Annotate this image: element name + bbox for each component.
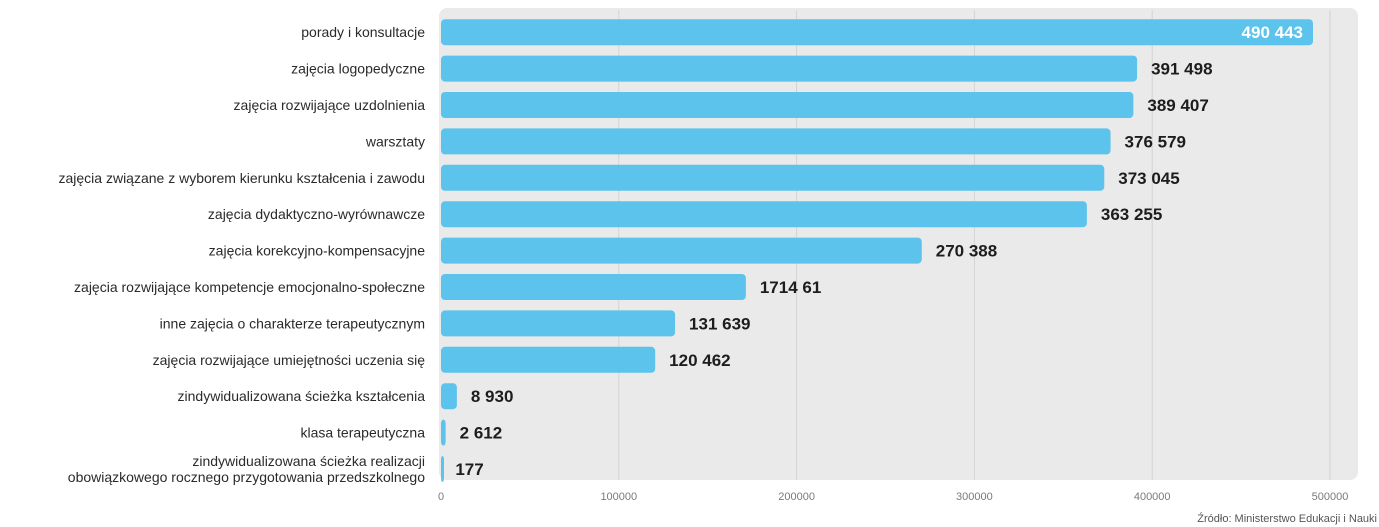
- category-label-line: warsztaty: [365, 133, 425, 149]
- value-label: 2 612: [460, 424, 503, 443]
- category-label: zajęcia logopedyczne: [291, 61, 425, 77]
- category-label-line: inne zajęcia o charakterze terapeutyczny…: [160, 315, 425, 331]
- category-label-layer: porady i konsultacje zajęcia logopedyczne…: [58, 24, 425, 485]
- bar-layer: [441, 19, 1314, 482]
- bar: [441, 237, 922, 264]
- value-label: 120 462: [669, 351, 730, 370]
- category-label-line: zajęcia rozwijające kompetencje emocjona…: [74, 279, 425, 295]
- category-label: klasa terapeutyczna: [300, 425, 425, 441]
- category-label: zajęcia rozwijające kompetencje emocjona…: [74, 279, 425, 295]
- value-label: 389 407: [1147, 96, 1208, 115]
- value-label: 363 255: [1101, 205, 1162, 224]
- category-label-line: zindywidualizowana ścieżka kształcenia: [178, 388, 426, 404]
- bar: [441, 310, 676, 337]
- category-label: zajęcia korekcyjno-kompensacyjne: [209, 243, 426, 259]
- category-label-line: zindywidualizowana ścieżka realizacji: [192, 453, 425, 469]
- value-label: 270 388: [936, 242, 997, 261]
- category-label: zajęcia rozwijające umiejętności uczenia…: [153, 352, 426, 368]
- category-label-line: zajęcia rozwijające uzdolnienia: [234, 97, 426, 113]
- bar: [441, 128, 1111, 155]
- x-tick-label: 500000: [1312, 491, 1349, 503]
- category-label-line: zajęcia korekcyjno-kompensacyjne: [209, 243, 426, 259]
- category-label-line: porady i konsultacje: [301, 24, 425, 40]
- bar: [441, 92, 1134, 118]
- category-label: porady i konsultacje: [301, 24, 425, 40]
- x-tick-label: 400000: [1134, 491, 1171, 503]
- category-label-line: zajęcia związane z wyborem kierunku kszt…: [58, 170, 425, 186]
- bar: [441, 164, 1105, 191]
- value-label: 131 639: [689, 314, 750, 333]
- value-label: 1714 61: [760, 278, 821, 297]
- category-label-line: zajęcia logopedyczne: [291, 61, 425, 77]
- category-label: zajęcia związane z wyborem kierunku kszt…: [58, 170, 425, 186]
- category-label: inne zajęcia o charakterze terapeutyczny…: [160, 315, 425, 331]
- category-label: warsztaty: [365, 133, 425, 149]
- bar: [441, 19, 1314, 46]
- x-tick-label: 100000: [600, 491, 637, 503]
- source-note: Źródło: Ministerstwo Edukacji i Nauki: [1197, 512, 1377, 525]
- category-label: zindywidualizowana ścieżka kształcenia: [178, 388, 426, 404]
- bar: [441, 274, 746, 300]
- x-tick-label: 200000: [778, 491, 815, 503]
- x-tick-label: 300000: [956, 491, 993, 503]
- category-label-line: klasa terapeutyczna: [300, 425, 425, 441]
- category-label-line: zajęcia dydaktyczno-wyrównawcze: [208, 206, 425, 222]
- value-label: 8 930: [471, 387, 514, 406]
- value-label-layer: 490 443 391 498 389 407 376 579 373 045 363 2…: [455, 23, 1303, 479]
- category-label-line: obowiązkowego rocznego przygotowania prz…: [68, 469, 425, 485]
- bar: [441, 419, 446, 446]
- x-tick-layer: 0 100000 200000 300000 400000 500000: [438, 491, 1348, 503]
- bar: [441, 55, 1138, 82]
- value-label: 177: [455, 460, 483, 479]
- bar: [441, 201, 1087, 228]
- category-label-line: zajęcia rozwijające umiejętności uczenia…: [153, 352, 426, 368]
- value-label: 376 579: [1125, 132, 1186, 151]
- category-label: zajęcia dydaktyczno-wyrównawcze: [208, 206, 425, 222]
- x-tick-label: 0: [438, 491, 444, 503]
- bar: [441, 383, 457, 410]
- category-label: zindywidualizowana ścieżka realizacji obo…: [68, 453, 425, 485]
- bar: [441, 456, 444, 482]
- value-label: 490 443: [1242, 23, 1303, 42]
- value-label: 391 498: [1151, 60, 1212, 79]
- bar: [441, 346, 656, 373]
- category-label: zajęcia rozwijające uzdolnienia: [234, 97, 426, 113]
- value-label: 373 045: [1118, 169, 1179, 188]
